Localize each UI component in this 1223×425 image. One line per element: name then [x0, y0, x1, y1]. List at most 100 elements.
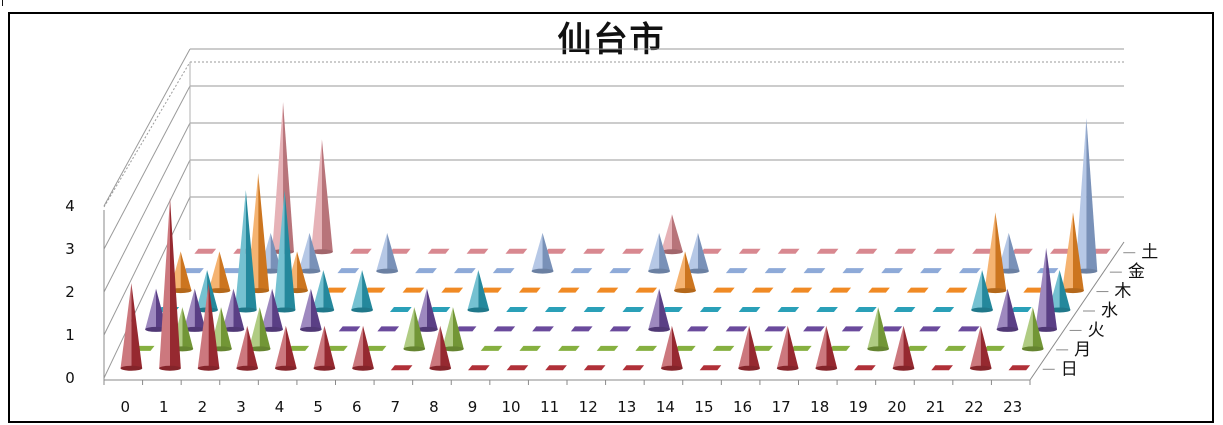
flat-bar-土-13 [699, 248, 722, 254]
flat-bar-日-11 [545, 365, 567, 371]
flat-bar-水-16 [777, 307, 800, 312]
y-tick-label: 4 [65, 197, 75, 215]
flat-bar-木-9 [518, 287, 541, 293]
cone-base-日-22 [969, 365, 992, 371]
x-tick-label: 0 [120, 398, 130, 416]
flat-bar-水-17 [816, 307, 838, 312]
cone-light-金-9 [531, 232, 543, 272]
series-label: 土 [1141, 243, 1158, 263]
cone-dark-水-4 [323, 270, 335, 310]
flat-bar-火-9 [493, 326, 516, 332]
flat-bar-金-16 [803, 268, 826, 274]
flat-bar-水-7 [428, 307, 451, 312]
x-tick-label: 18 [810, 398, 829, 416]
cone-base-火-7 [416, 326, 438, 332]
x-tick-label: 2 [198, 398, 208, 416]
cone-dark-月-7 [414, 307, 426, 349]
cone-base-月-8 [442, 346, 464, 352]
flat-bar-土-20 [972, 248, 994, 254]
cone-dark-火-2 [233, 288, 245, 330]
cone-light-水-4 [312, 270, 324, 310]
cropped-text-strip [0, 0, 1223, 12]
cone-base-木-23 [1062, 288, 1084, 294]
cone-light-木-3 [286, 251, 298, 291]
cone-light-日-0 [120, 283, 132, 369]
cone-base-日-8 [429, 365, 452, 371]
cone-light-月-3 [248, 307, 260, 349]
flat-bar-土-14 [738, 248, 761, 254]
flat-bar-木-4 [324, 287, 347, 293]
flat-bar-金-17 [842, 268, 865, 274]
x-tick-label: 8 [429, 398, 439, 416]
flat-bar-火-6 [377, 326, 400, 332]
flat-bar-木-14 [712, 287, 735, 293]
cone-base-日-17 [776, 365, 799, 371]
flat-bar-日-10 [506, 365, 529, 371]
cone-light-日-16 [738, 325, 750, 369]
cone-light-水-2 [234, 190, 246, 310]
x-tick-label: 1 [159, 398, 169, 416]
cone-dark-木-1 [219, 251, 231, 291]
cone-base-水-4 [312, 307, 335, 313]
cone-base-水-3 [273, 307, 296, 313]
flat-bar-火-8 [454, 326, 477, 332]
flat-bar-日-19 [854, 365, 876, 371]
x-tick-label: 21 [926, 398, 945, 416]
flat-bar-金-15 [764, 268, 787, 274]
cone-base-水-5 [351, 307, 373, 313]
flat-bar-金-18 [881, 268, 904, 274]
flat-bar-月-10 [519, 345, 542, 351]
flat-bar-水-14 [699, 307, 722, 312]
cone-base-金-5 [376, 268, 399, 274]
y-tick-label: 3 [65, 240, 75, 258]
cone-light-水-21 [971, 270, 983, 310]
x-tick-label: 15 [694, 398, 713, 416]
cone-base-日-16 [738, 365, 760, 371]
cone-light-水-1 [196, 270, 208, 310]
cone-light-金-3 [298, 232, 310, 272]
flat-bar-火-10 [532, 326, 554, 332]
flat-bar-土-7 [466, 248, 489, 254]
flat-bar-月-16 [751, 345, 773, 351]
flat-bar-金-1 [220, 268, 243, 274]
cone-light-日-18 [815, 325, 827, 369]
cone-dark-火-7 [426, 288, 438, 330]
cone-dark-水-2 [245, 190, 257, 310]
cone-light-日-1 [159, 198, 170, 369]
cone-light-金-5 [376, 232, 388, 272]
cone-light-金-12 [648, 232, 660, 272]
flat-bar-土-18 [894, 248, 917, 254]
flat-bar-土-16 [816, 248, 839, 254]
flat-bar-火-19 [880, 326, 903, 332]
cone-dark-水-23 [1059, 270, 1071, 310]
x-tick-label: 7 [391, 398, 401, 416]
cone-dark-日-4 [285, 325, 297, 369]
x-tick-label: 20 [887, 398, 906, 416]
cone-dark-水-8 [478, 270, 490, 310]
side-gridline [103, 122, 191, 293]
cone-base-水-2 [234, 307, 257, 313]
flat-bar-木-20 [945, 287, 968, 293]
cone-light-日-20 [892, 325, 904, 369]
cone-base-日-1 [159, 365, 181, 371]
flat-bar-月-9 [480, 345, 503, 351]
cone-base-土-12 [661, 249, 683, 255]
cone-base-月-7 [403, 346, 426, 352]
x-tick-label: 5 [313, 398, 323, 416]
flat-bar-火-17 [803, 326, 825, 332]
chart-title: 仙台市 [557, 20, 666, 60]
cone-dark-土-3 [321, 139, 333, 252]
cone-base-月-23 [1021, 346, 1044, 352]
flat-bar-土-10 [583, 248, 606, 254]
cone-light-日-17 [776, 325, 788, 369]
cone-dark-火-13 [659, 288, 670, 330]
y-tick-label: 2 [65, 283, 75, 301]
flat-bar-水-13 [661, 307, 683, 312]
flat-bar-木-17 [829, 287, 852, 293]
series-label: 金 [1128, 262, 1145, 282]
x-tick-label: 23 [1003, 398, 1022, 416]
cone-dark-火-23 [1046, 247, 1057, 330]
cone-light-木-21 [984, 212, 996, 291]
cone-base-日-14 [661, 365, 683, 371]
